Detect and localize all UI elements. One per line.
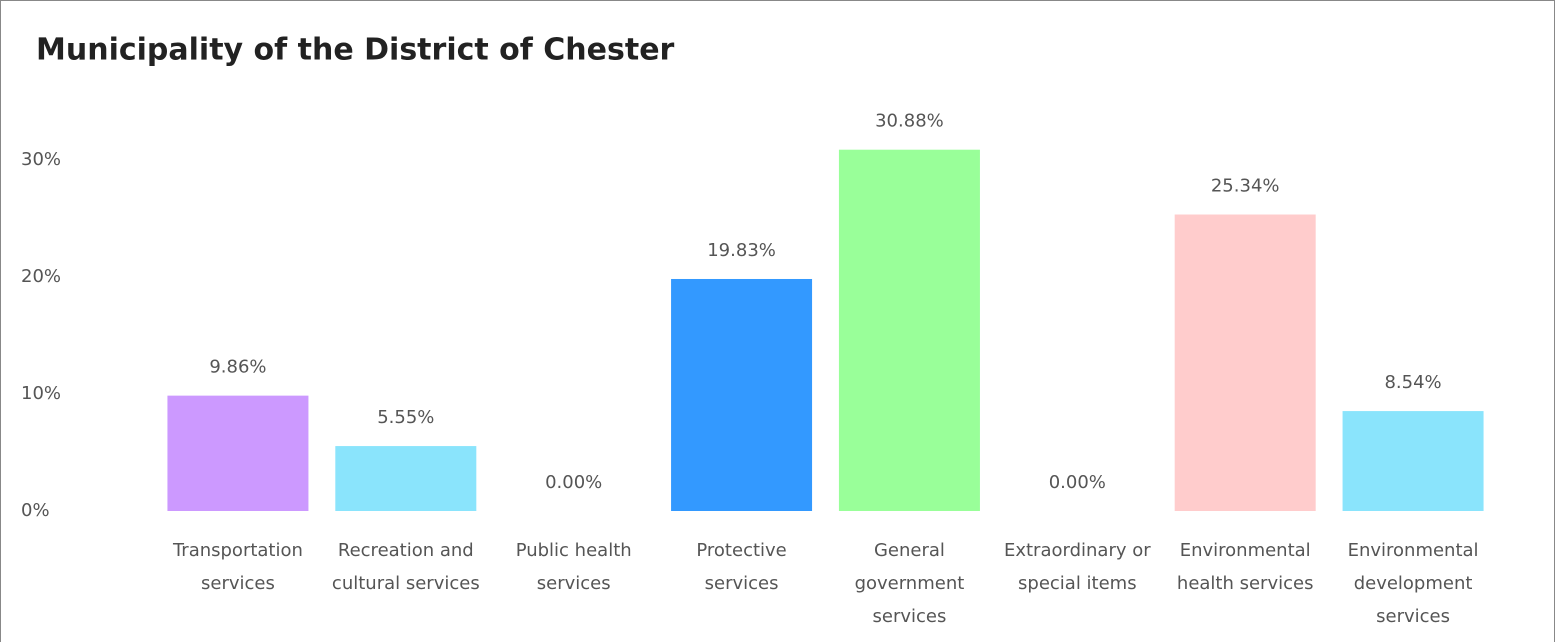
x-tick-label: Environmental health services [1176,540,1314,594]
chart-title: Municipality of the District of Chester [36,33,675,68]
bar [1342,411,1484,511]
x-tick-label: Environmental development services [1347,540,1479,627]
bar [167,395,309,511]
x-tick-label: Transportation services [172,540,303,594]
bar [838,149,980,512]
value-label: 8.54% [1384,372,1441,393]
value-label: 5.55% [377,407,434,428]
value-label: 25.34% [1211,176,1280,197]
value-label: 9.86% [209,357,266,378]
bar [1174,214,1316,511]
value-label: 0.00% [1049,472,1106,493]
value-label: 19.83% [707,240,776,261]
bar [335,446,477,511]
y-tick-label: 30% [21,149,61,170]
x-tick-label: Extraordinary or special items [1003,540,1151,594]
bar [671,278,813,511]
y-tick-label: 0% [21,500,50,521]
x-tick-label: Public health services [515,540,632,594]
x-tick-label: Recreation and cultural services [331,540,480,594]
y-tick-label: 20% [21,266,61,287]
y-tick-label: 10% [21,383,61,404]
x-tick-label: Protective services [696,540,787,594]
value-label: 0.00% [545,472,602,493]
value-label: 30.88% [875,111,944,132]
x-tick-label: General government services [854,540,965,627]
